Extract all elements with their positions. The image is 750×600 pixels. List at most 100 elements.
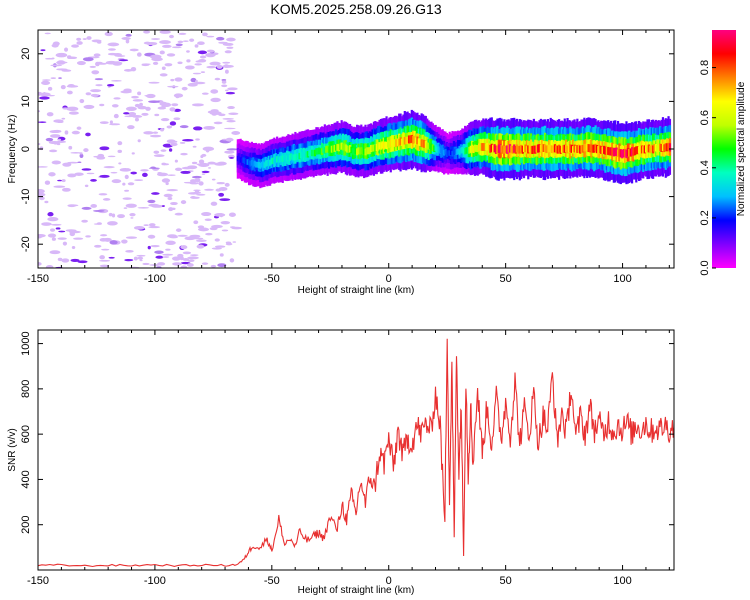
heatmap-ridge-cell	[302, 151, 305, 158]
heatmap-noise-cell	[111, 179, 122, 184]
heatmap-noise-cell	[46, 112, 54, 117]
heatmap-ridge-cell	[311, 149, 314, 157]
heatmap-ridge-cell	[500, 145, 503, 153]
heatmap-cells	[38, 30, 672, 268]
heatmap-ridge-cell	[326, 145, 329, 153]
heatmap-ridge-cell	[438, 147, 441, 154]
heatmap-ridge-cell	[398, 138, 401, 147]
heatmap-ridge-cell	[273, 158, 276, 165]
heatmap-noise-cell	[143, 30, 151, 34]
heatmap-ridge-cell	[597, 146, 600, 154]
heatmap-noise-cell	[166, 125, 173, 129]
heatmap-noise-cell	[180, 170, 191, 174]
heatmap-ridge-cell	[504, 145, 507, 154]
heatmap-ridge-cell	[457, 148, 460, 155]
heatmap-noise-cell	[201, 92, 209, 95]
heatmap-noise-cell	[148, 203, 160, 207]
snr-panel: -150 -100 -50 0 50 100 200 400 600 800 1000 Heigh…	[7, 329, 675, 596]
heatmap-ridge-cell	[659, 143, 662, 152]
heatmap-ridge-cell	[448, 150, 451, 156]
heatmap-ridge-cell	[393, 139, 397, 147]
heatmap-ridge-cell	[284, 156, 287, 163]
heatmap-ridge-cell	[461, 147, 464, 154]
heatmap-noise-cell	[69, 231, 76, 237]
heatmap-ridge-cell	[428, 142, 432, 150]
heatmap-noise-cell	[38, 192, 46, 197]
colorbar-tick-label: 0.8	[699, 60, 711, 75]
heatmap-ridge-cell	[339, 143, 342, 150]
heatmap-noise-cell	[133, 256, 138, 261]
heatmap-ridge-cell	[247, 159, 251, 166]
heatmap-ridge-cell	[347, 146, 350, 153]
heatmap-ridge-cell	[412, 136, 415, 144]
heatmap-noise-cell	[167, 234, 178, 238]
heatmap-noise-cell	[161, 178, 171, 183]
heatmap-noise-cell	[141, 63, 150, 67]
heatmap-noise-cell	[178, 32, 187, 35]
heatmap-ridge-cell	[280, 155, 283, 162]
heatmap-ridge-cell	[563, 144, 566, 153]
heatmap-noise-cell	[44, 200, 49, 204]
heatmap-ridge-cell	[518, 145, 521, 154]
heatmap-noise-cell	[161, 104, 166, 109]
heatmap-noise-cell	[159, 50, 165, 55]
y-tick-label: 1000	[20, 331, 32, 355]
heatmap-ridge-cell	[353, 148, 356, 155]
heatmap-ridge-cell	[626, 148, 629, 157]
heatmap-noise-cell	[155, 255, 164, 259]
heatmap-ridge-cell	[639, 145, 642, 154]
y-tick-label: 600	[20, 425, 32, 443]
heatmap-ridge-cell	[249, 161, 252, 167]
heatmap-noise-cell	[196, 193, 206, 196]
heatmap-noise-cell	[190, 254, 199, 257]
heatmap-ridge-cell	[479, 143, 482, 151]
heatmap-noise-cell	[85, 235, 91, 238]
heatmap-ridge-cell	[316, 148, 319, 155]
heatmap-noise-cell	[137, 105, 147, 110]
heatmap-ridge-cell	[629, 148, 632, 157]
heatmap-noise-cell	[166, 53, 176, 57]
heatmap-noise-cell	[201, 212, 212, 217]
heatmap-ridge-cell	[283, 154, 286, 161]
heatmap-ridge-cell	[619, 149, 622, 158]
heatmap-noise-cell	[140, 169, 149, 172]
snr-frame	[37, 329, 675, 571]
heatmap-ridge-cell	[633, 147, 636, 156]
heatmap-noise-cell	[193, 189, 201, 192]
heatmap-noise-cell	[162, 44, 172, 48]
heatmap-ridge-cell	[368, 147, 371, 155]
heatmap-ridge-cell	[433, 145, 436, 153]
heatmap-noise-cell	[113, 52, 122, 57]
heatmap-ridge-cell	[497, 144, 500, 153]
colorbar: 0.0 0.2 0.4 0.6 0.8 Normalized spectral ampl…	[699, 30, 747, 276]
heatmap-noise-cell	[192, 126, 203, 131]
heatmap-ridge-cell	[267, 160, 270, 167]
heatmap-ridge-cell	[632, 148, 635, 156]
heatmap-noise-cell	[165, 248, 171, 251]
heatmap-noise-cell	[174, 77, 183, 82]
heatmap-noise-cell	[167, 174, 176, 176]
heatmap-noise-cell	[201, 153, 207, 157]
heatmap-ridge-cell	[315, 148, 318, 155]
heatmap-ridge-cell	[567, 145, 571, 153]
heatmap-ridge-cell	[361, 148, 364, 156]
heatmap-ridge-cell	[350, 146, 353, 154]
heatmap-ridge-cell	[501, 146, 505, 154]
heatmap-ridge-cell	[469, 145, 472, 153]
heatmap-ridge-cell	[535, 144, 538, 153]
heatmap-noise-cell	[74, 172, 84, 176]
heatmap-noise-cell	[64, 47, 69, 52]
heatmap-noise-cell	[148, 81, 160, 84]
heatmap-noise-cell	[134, 179, 144, 181]
heatmap-ridge-cell	[562, 145, 565, 153]
heatmap-ridge-cell	[449, 149, 453, 155]
heatmap-noise-cell	[222, 117, 234, 120]
heatmap-noise-cell	[217, 263, 227, 268]
heatmap-ridge-cell	[409, 135, 412, 144]
heatmap-noise-cell	[123, 69, 133, 72]
heatmap-noise-cell	[151, 192, 160, 195]
heatmap-ridge-cell	[348, 145, 352, 153]
heatmap-ridge-cell	[262, 161, 265, 168]
heatmap-noise-cell	[52, 41, 60, 46]
